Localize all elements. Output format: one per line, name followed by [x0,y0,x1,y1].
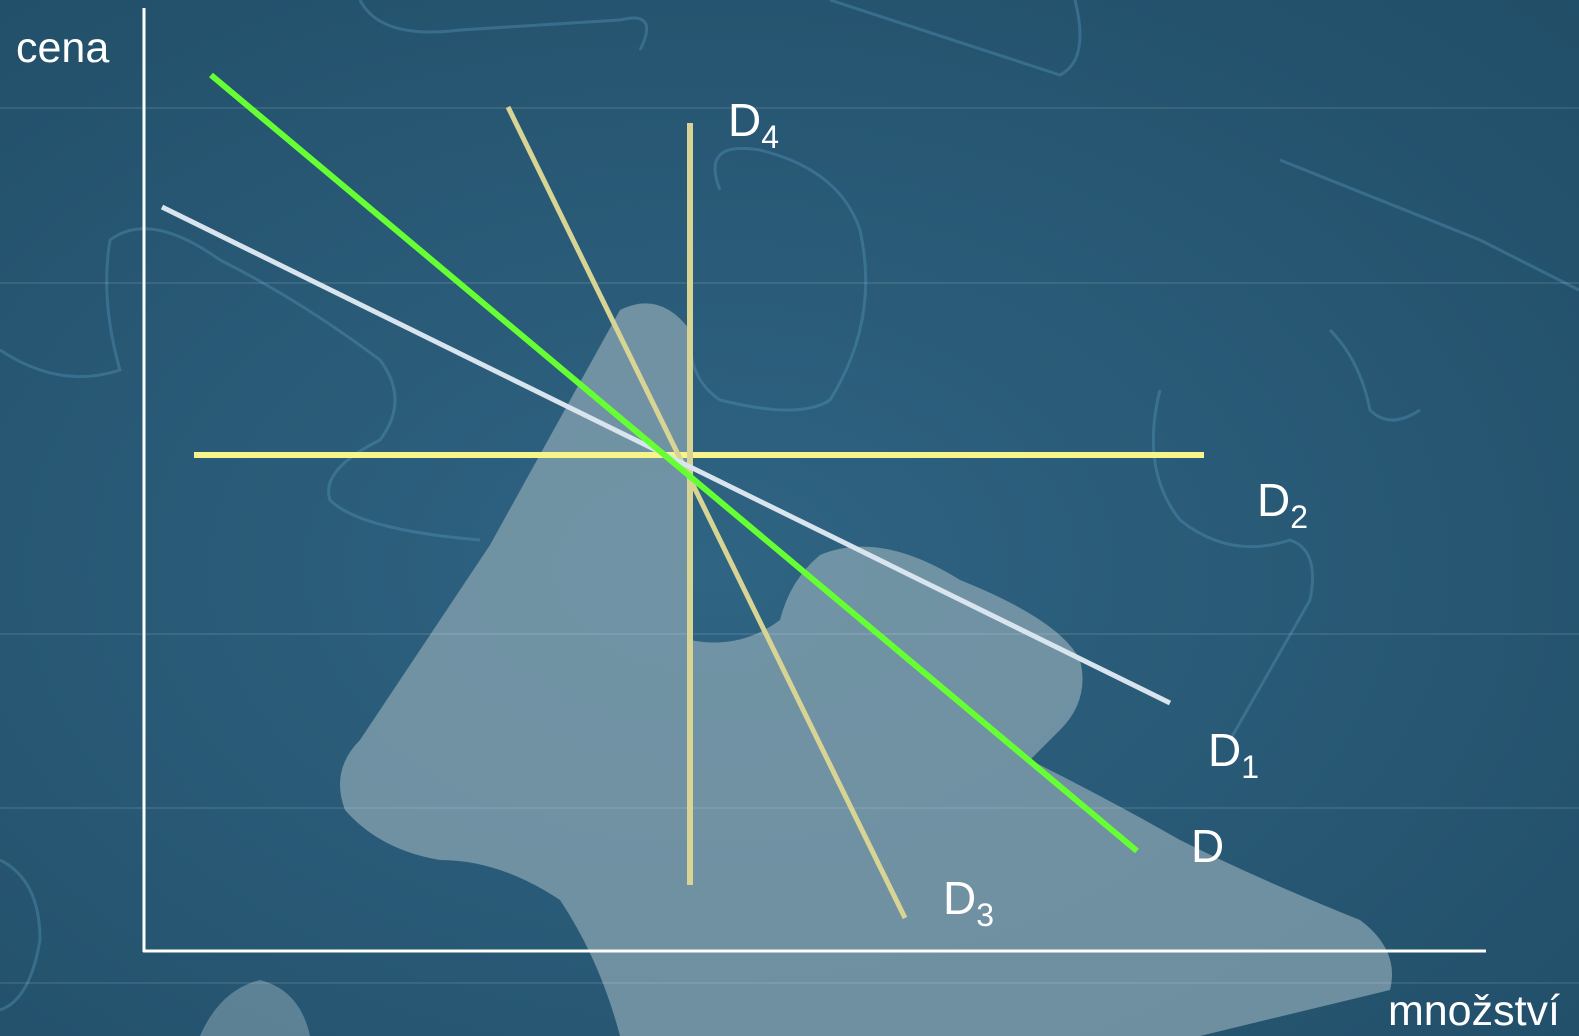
label-d3: D3 [943,872,994,933]
puzzle-piece-bottom [200,980,310,1036]
background-rules [0,107,1579,984]
label-d2: D2 [1257,474,1308,535]
x-axis-label: množství [1388,987,1560,1035]
puzzle-background-decoration [0,0,1579,1012]
demand-line-d [209,72,1139,854]
label-d1: D1 [1208,724,1259,785]
label-d: D [1191,820,1224,872]
puzzle-piece-highlight [340,303,1392,1036]
label-d4: D4 [728,94,779,155]
demand-line-d3 [505,105,908,920]
y-axis-label: cena [16,24,109,72]
